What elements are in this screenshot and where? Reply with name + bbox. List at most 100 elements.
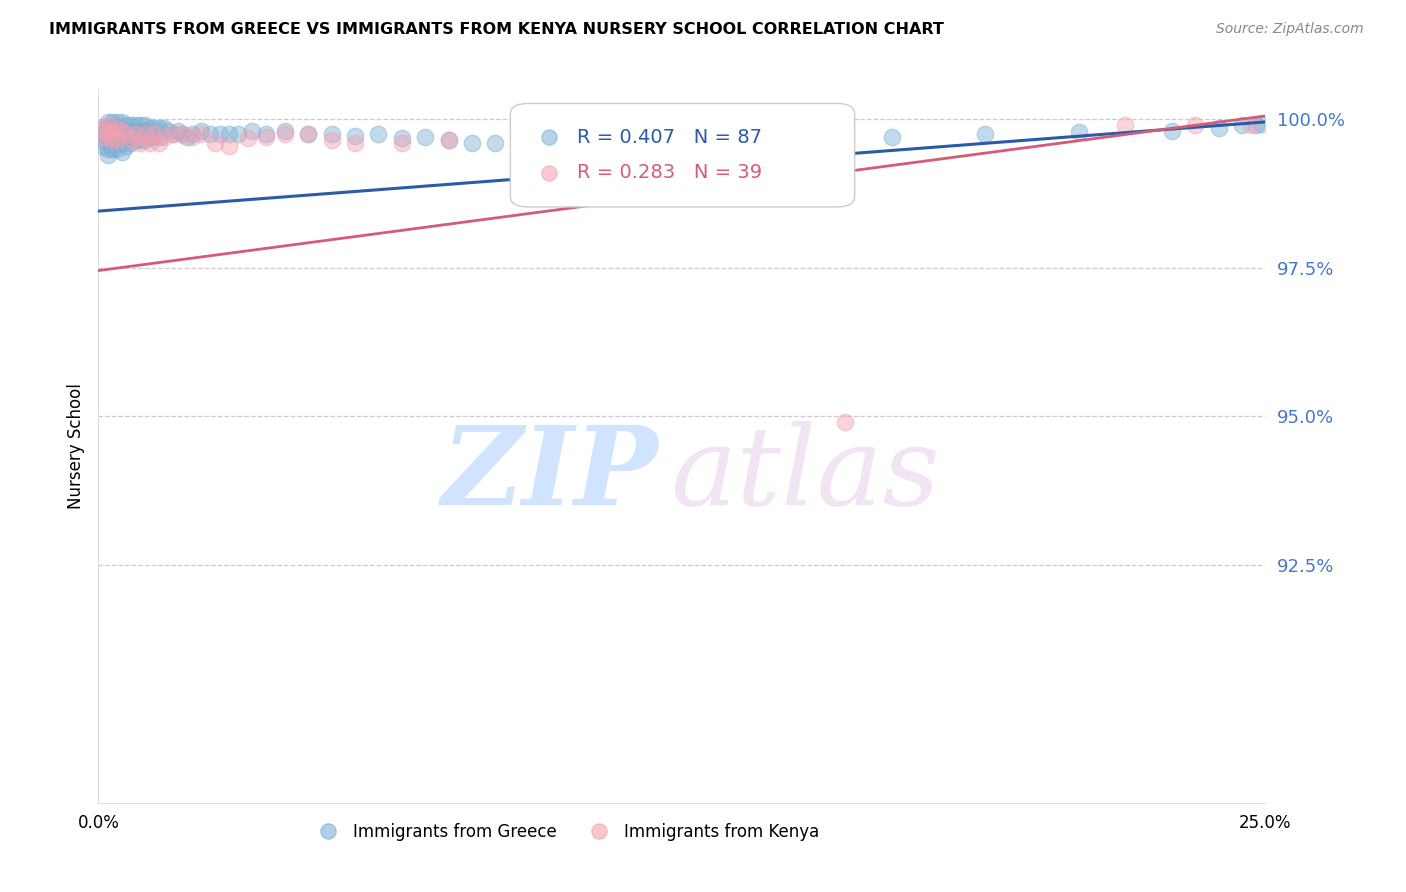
Point xyxy=(105,133,128,147)
Point xyxy=(256,127,278,141)
Point xyxy=(134,127,156,141)
Point xyxy=(120,129,142,144)
Point xyxy=(125,127,148,141)
Point xyxy=(554,129,576,144)
Point xyxy=(1114,118,1136,132)
Point xyxy=(143,127,166,141)
Point xyxy=(218,127,240,141)
Point xyxy=(157,124,180,138)
Point xyxy=(105,120,128,135)
Point xyxy=(129,124,152,138)
Point xyxy=(166,124,188,138)
Point xyxy=(297,127,319,141)
Point xyxy=(204,136,226,150)
Point xyxy=(208,127,231,141)
Point xyxy=(101,133,124,147)
Point xyxy=(91,127,114,141)
Point xyxy=(190,124,212,138)
Point xyxy=(105,142,128,156)
Point xyxy=(143,120,166,135)
Point xyxy=(97,127,120,141)
Point xyxy=(111,127,134,141)
Point xyxy=(91,138,114,153)
Point xyxy=(695,131,717,145)
Point xyxy=(391,131,413,145)
Y-axis label: Nursery School: Nursery School xyxy=(66,383,84,509)
Point xyxy=(484,136,506,150)
Point xyxy=(1161,124,1184,138)
Point xyxy=(162,127,184,141)
Point xyxy=(974,127,997,141)
Point xyxy=(152,120,174,135)
Point xyxy=(321,127,343,141)
Point xyxy=(297,127,319,141)
Point xyxy=(787,136,810,150)
Point xyxy=(1184,118,1206,132)
Point xyxy=(111,115,134,129)
Point xyxy=(508,133,530,147)
Point xyxy=(162,127,184,141)
Point xyxy=(97,142,120,156)
Point xyxy=(647,133,669,147)
Text: R = 0.283   N = 39: R = 0.283 N = 39 xyxy=(576,163,762,182)
Point xyxy=(172,127,194,141)
Point xyxy=(105,115,128,129)
Point xyxy=(148,129,170,144)
Point xyxy=(101,120,124,135)
Point xyxy=(1208,120,1230,135)
Text: IMMIGRANTS FROM GREECE VS IMMIGRANTS FROM KENYA NURSERY SCHOOL CORRELATION CHART: IMMIGRANTS FROM GREECE VS IMMIGRANTS FRO… xyxy=(49,22,943,37)
Point xyxy=(101,115,124,129)
Text: ZIP: ZIP xyxy=(441,421,658,528)
Point xyxy=(695,147,717,161)
Point xyxy=(180,127,202,141)
Point xyxy=(125,133,148,147)
Point xyxy=(97,147,120,161)
Point xyxy=(115,129,138,144)
Point xyxy=(461,136,484,150)
Point xyxy=(91,129,114,144)
Point xyxy=(437,133,460,147)
Point xyxy=(97,120,120,135)
Point xyxy=(176,129,198,144)
Point xyxy=(180,129,202,144)
Point xyxy=(274,124,297,138)
Point xyxy=(880,129,903,144)
Point xyxy=(148,120,170,135)
Point xyxy=(134,133,156,147)
Point xyxy=(120,133,142,147)
Point xyxy=(242,124,264,138)
Point xyxy=(111,145,134,159)
Text: atlas: atlas xyxy=(671,421,939,528)
Point xyxy=(1230,118,1253,132)
Point xyxy=(91,120,114,135)
Point xyxy=(1244,118,1267,132)
Point xyxy=(139,120,162,135)
Point xyxy=(105,127,128,141)
Point xyxy=(101,124,124,138)
Point xyxy=(1250,117,1272,131)
Text: R = 0.407   N = 87: R = 0.407 N = 87 xyxy=(576,128,762,146)
Point xyxy=(600,151,623,165)
Point xyxy=(437,133,460,147)
Point xyxy=(508,136,530,150)
Point xyxy=(120,136,142,150)
Point xyxy=(228,127,250,141)
Point xyxy=(236,131,259,145)
Point xyxy=(91,133,114,147)
Point xyxy=(391,136,413,150)
Point xyxy=(129,118,152,132)
Point xyxy=(101,127,124,141)
Point xyxy=(256,129,278,144)
Point xyxy=(91,120,114,135)
Point xyxy=(125,118,148,132)
Point xyxy=(172,127,194,141)
Point xyxy=(834,415,856,429)
FancyBboxPatch shape xyxy=(510,103,855,207)
Point xyxy=(115,138,138,153)
Text: Source: ZipAtlas.com: Source: ZipAtlas.com xyxy=(1216,22,1364,37)
Point xyxy=(101,142,124,156)
Point xyxy=(134,124,156,138)
Point xyxy=(97,127,120,141)
Point xyxy=(111,124,134,138)
Point xyxy=(152,129,174,144)
